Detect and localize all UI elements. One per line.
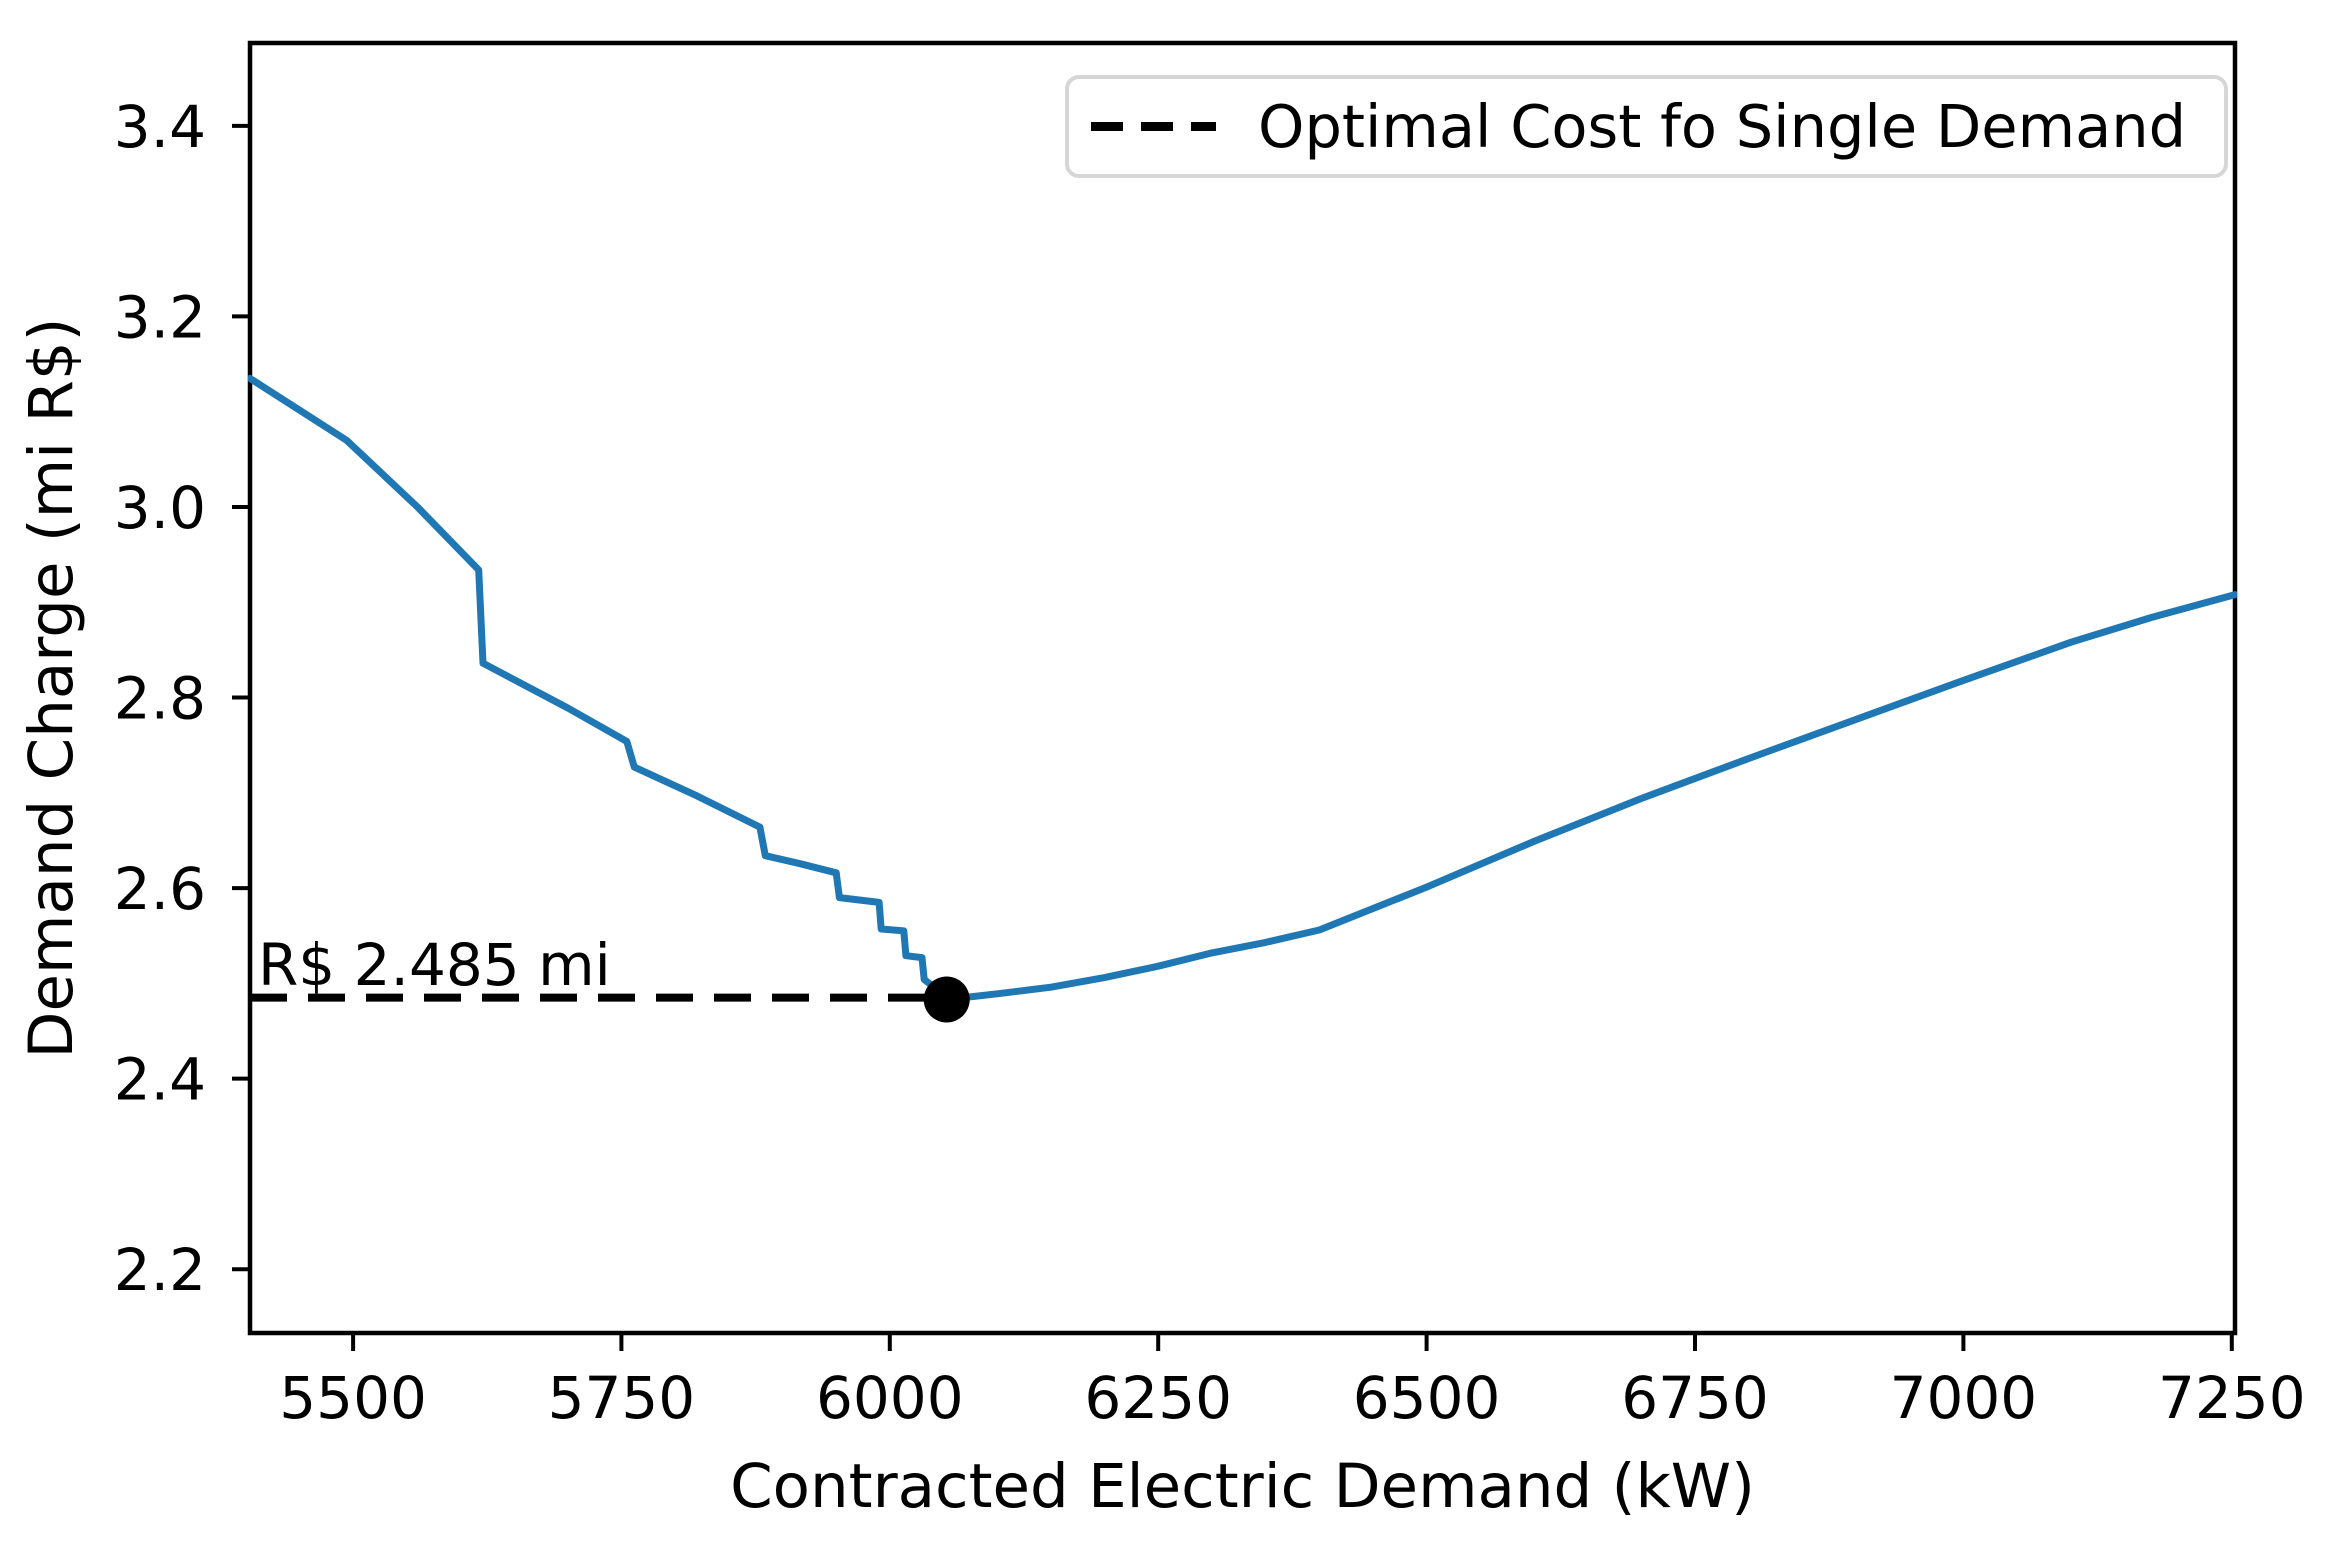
y-tick-label: 3.0 [114,474,206,542]
demand-curve [248,374,2237,1003]
x-tick-label: 6500 [1353,1364,1501,1432]
x-tick-label: 6750 [1621,1364,1769,1432]
x-tick-label: 5750 [548,1364,696,1432]
y-axis-label: Demand Charge (mi R$) [15,317,87,1059]
x-tick-label: 7250 [2158,1364,2306,1432]
legend-label: Optimal Cost fo Single Demand [1258,92,2187,161]
y-tick-label: 2.4 [114,1046,206,1114]
y-tick-label: 2.6 [114,855,206,923]
plot-area-border [247,40,2238,1336]
x-tick-label: 5500 [279,1364,427,1432]
x-tick-label: 7000 [1890,1364,2038,1432]
x-axis-label: Contracted Electric Demand (kW) [730,1451,1755,1522]
y-tick-label: 3.2 [114,283,206,351]
annotation-optimal-value: R$ 2.485 mi [258,931,611,999]
x-tick-label: 6000 [816,1364,964,1432]
y-tick-label: 2.2 [114,1236,206,1304]
y-axis-ticks: 2.2 2.4 2.6 2.8 3.0 3.2 3.4 [114,93,250,1304]
legend-dashed-line-sample [1091,122,1216,131]
x-axis-ticks: 5500 5750 6000 6250 6500 6750 7000 7250 [279,1333,2306,1432]
y-tick-label: 3.4 [114,93,206,161]
legend: Optimal Cost fo Single Demand [1065,75,2228,178]
optimal-point-marker [923,976,970,1023]
x-tick-label: 6250 [1084,1364,1232,1432]
y-tick-label: 2.8 [114,665,206,733]
